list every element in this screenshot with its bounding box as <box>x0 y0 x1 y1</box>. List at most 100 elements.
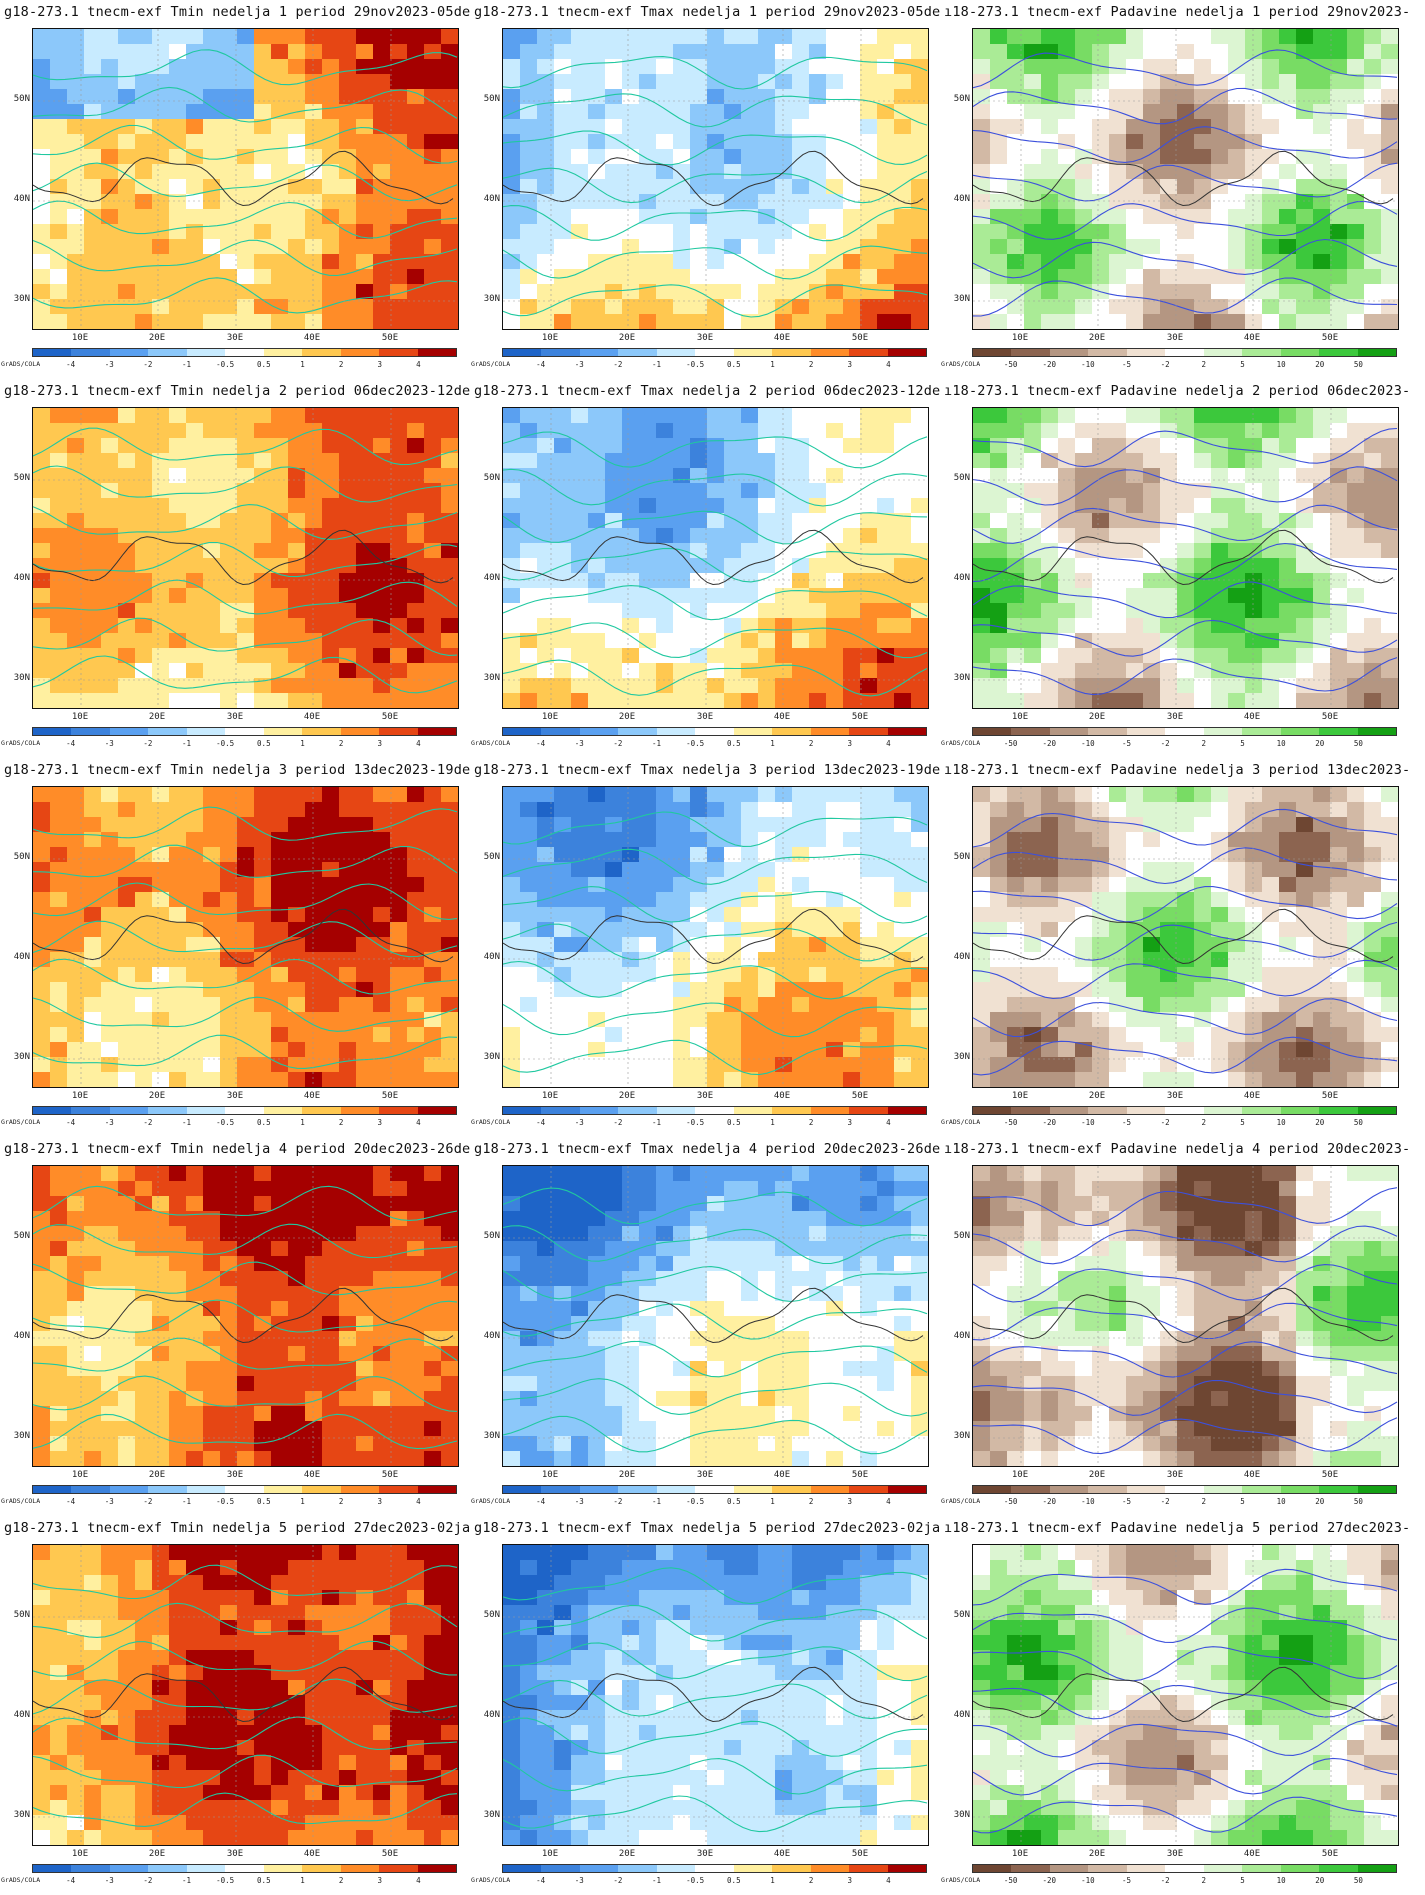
map-panel-pad-week-2: ı18-273.1 tnecm-exf Padavine nedelja 2 p… <box>940 379 1410 758</box>
color-scale-label: -1 <box>182 739 192 748</box>
color-scale-segment <box>1242 728 1281 735</box>
color-scale-segment <box>1126 1107 1166 1114</box>
color-scale-segment <box>263 728 303 735</box>
lon-label: 30E <box>226 1470 244 1480</box>
grads-brand: GrADS/COLA <box>941 1876 981 1884</box>
color-scale-label: 0.5 <box>257 1876 271 1885</box>
color-scale-segment <box>1242 1486 1281 1493</box>
lon-label: 10E <box>71 712 89 722</box>
color-scale-label: -3 <box>574 1876 584 1885</box>
color-scale-label: 3 <box>377 360 382 369</box>
color-scale-label: -1 <box>652 1876 662 1885</box>
color-scale-segment <box>1049 728 1089 735</box>
map-panel-tmax-week-4: g18-273.1 tnecm-exf Tmax nedelja 4 perio… <box>470 1137 940 1516</box>
color-scale-segment <box>695 1486 734 1493</box>
color-scale-segment <box>733 349 773 356</box>
color-scale-label: -2 <box>143 1497 153 1506</box>
color-scale-label: -1 <box>182 1876 192 1885</box>
map-panel-tmax-week-3: g18-273.1 tnecm-exf Tmax nedelja 3 perio… <box>470 758 940 1137</box>
lon-label: 40E <box>303 333 321 343</box>
color-scale-segment <box>887 728 926 735</box>
color-scale-label: -0.5 <box>686 1497 705 1506</box>
anomaly-map <box>502 28 929 330</box>
color-scale-label: -5 <box>1122 739 1132 748</box>
color-scale-segment <box>379 1107 418 1114</box>
lon-label: 40E <box>773 1091 791 1101</box>
color-scale-segment <box>186 1486 226 1493</box>
color-scale-label: -1 <box>652 1497 662 1506</box>
color-scale-label: -2 <box>1160 1876 1170 1885</box>
lon-label: 10E <box>541 1091 559 1101</box>
lon-label: 10E <box>71 1470 89 1480</box>
color-scale-label: 2 <box>808 1876 814 1885</box>
color-scale-label: 5 <box>1240 739 1245 748</box>
color-scale-label: 1 <box>300 1497 305 1506</box>
lon-label: 40E <box>773 333 791 343</box>
color-scale-label: -50 <box>1003 1876 1018 1885</box>
lon-label: 40E <box>1243 712 1261 722</box>
color-scale-segment <box>1357 1107 1396 1114</box>
color-scale-segment <box>1357 728 1396 735</box>
color-scale-label: 2 <box>338 360 344 369</box>
color-scale-segment <box>810 349 850 356</box>
color-scale-label: 4 <box>416 1118 421 1127</box>
color-scale-label: -3 <box>104 1876 114 1885</box>
color-scale-label: 20 <box>1315 739 1325 748</box>
panel-title: g18-273.1 tnecm-exf Tmin nedelja 2 perio… <box>4 383 470 399</box>
panel-title: g18-273.1 tnecm-exf Tmin nedelja 3 perio… <box>4 762 470 778</box>
color-scale-label: 10 <box>1276 1118 1286 1127</box>
lon-label: 10E <box>71 1091 89 1101</box>
panel-title: g18-273.1 tnecm-exf Tmin nedelja 4 perio… <box>4 1141 470 1157</box>
color-scale-segment <box>1165 1865 1204 1872</box>
color-scale-segment <box>1165 728 1204 735</box>
color-scale-segment <box>263 1107 303 1114</box>
color-scale-segment <box>503 1486 542 1493</box>
lon-label: 20E <box>148 1091 166 1101</box>
map-panel-pad-week-1: ı18-273.1 tnecm-exf Padavine nedelja 1 p… <box>940 0 1410 379</box>
lon-label: 30E <box>696 712 714 722</box>
panel-title: ı18-273.1 tnecm-exf Padavine nedelja 4 p… <box>944 1141 1410 1157</box>
color-scale-label: -0.5 <box>686 1876 705 1885</box>
lat-label: 40N <box>953 952 970 962</box>
lon-label: 10E <box>541 1849 559 1859</box>
color-scale-segment <box>772 1865 811 1872</box>
color-scale-label: -3 <box>574 1118 584 1127</box>
lat-label: 40N <box>483 1710 500 1720</box>
lon-label: 30E <box>1166 333 1184 343</box>
color-scale-label: 1 <box>770 1497 775 1506</box>
panel-title: g18-273.1 tnecm-exf Tmax nedelja 4 perio… <box>474 1141 940 1157</box>
color-scale-label: -2 <box>613 360 623 369</box>
grads-brand: GrADS/COLA <box>941 360 981 368</box>
color-scale-label: 0.5 <box>257 1118 271 1127</box>
color-scale-label: 5 <box>1240 1497 1245 1506</box>
color-scale-segment <box>1049 349 1089 356</box>
color-scale-label: 0.5 <box>257 360 271 369</box>
lat-label: 40N <box>483 573 500 583</box>
color-scale-segment <box>1280 728 1320 735</box>
lon-label: 20E <box>618 1091 636 1101</box>
color-scale-segment <box>1357 1486 1396 1493</box>
lon-label: 20E <box>1088 1849 1106 1859</box>
lat-label: 30N <box>13 1431 30 1441</box>
color-scale-segment <box>340 349 380 356</box>
lat-label: 40N <box>953 194 970 204</box>
color-scale-label: 1 <box>300 1118 305 1127</box>
color-scale-label: 5 <box>1240 1876 1245 1885</box>
panel-title: ı18-273.1 tnecm-exf Padavine nedelja 2 p… <box>944 383 1410 399</box>
color-scale-label: 2 <box>338 1497 344 1506</box>
lon-label: 40E <box>303 712 321 722</box>
color-scale-segment <box>1049 1486 1089 1493</box>
color-scale-segment <box>541 1107 580 1114</box>
color-scale-segment <box>186 728 226 735</box>
map-panel-pad-week-4: ı18-273.1 tnecm-exf Padavine nedelja 4 p… <box>940 1137 1410 1516</box>
color-scale-segment <box>541 349 580 356</box>
color-scale-label: -4 <box>66 360 76 369</box>
color-scale-label: -2 <box>1160 360 1170 369</box>
lon-label: 10E <box>541 1470 559 1480</box>
lon-label: 30E <box>696 1849 714 1859</box>
color-scale-label: -5 <box>1122 1497 1132 1506</box>
lon-label: 50E <box>851 333 869 343</box>
color-scale-label: -50 <box>1003 739 1018 748</box>
color-scale-label: -0.5 <box>216 1118 235 1127</box>
lat-label: 30N <box>13 294 30 304</box>
